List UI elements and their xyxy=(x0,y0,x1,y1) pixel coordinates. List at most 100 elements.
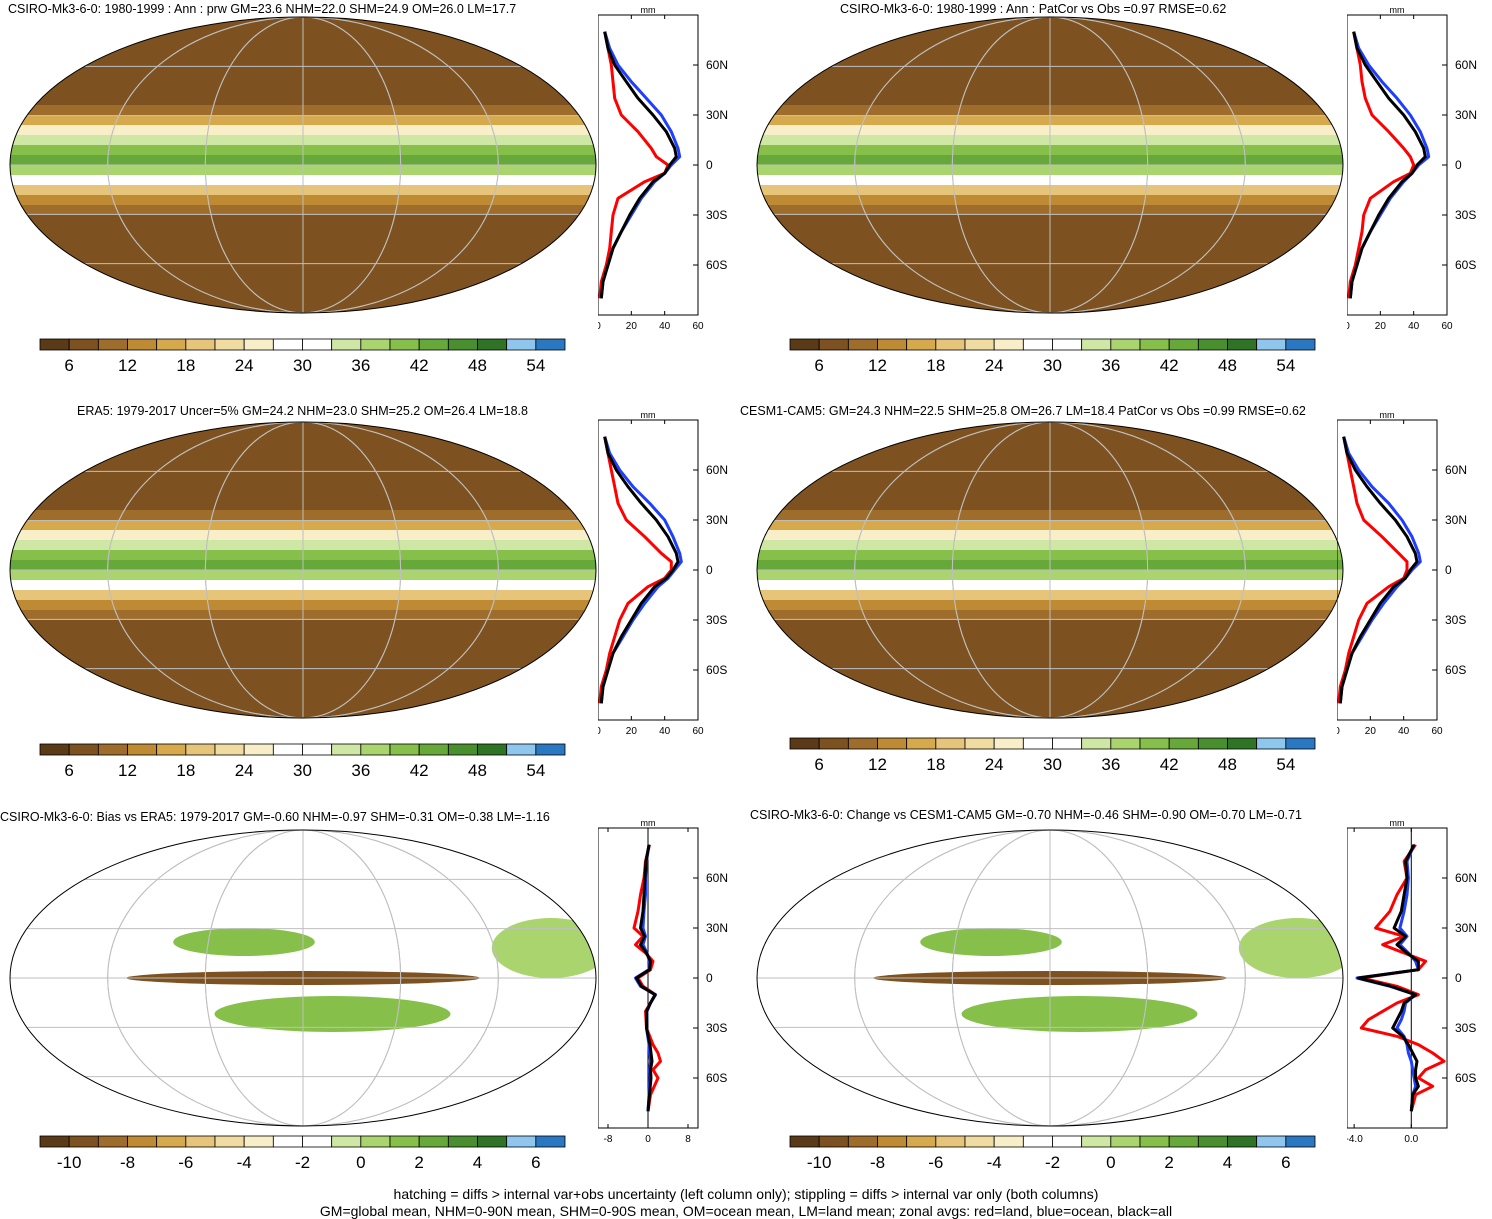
colorbar-swatch xyxy=(418,338,449,351)
colorbar-label: 0 xyxy=(1106,1153,1115,1172)
colorbar-label: 18 xyxy=(926,755,945,774)
x-tick-label: 40 xyxy=(1398,726,1410,737)
zonal-mean-plot: mm 60N 30N 0 30S 60S -4.0 0.0 xyxy=(1347,818,1477,1145)
colorbar-swatch xyxy=(97,338,128,351)
x-tick-label: 0 xyxy=(598,321,601,332)
colorbar-swatch xyxy=(447,743,478,756)
y-tick-label: 60S xyxy=(1455,258,1476,272)
colorbar-swatch xyxy=(156,1135,187,1148)
panel-title: CSIRO-Mk3-6-0: 1980-1999 : Ann : PatCor … xyxy=(840,2,1227,16)
zonal-line-all xyxy=(1338,436,1419,704)
graticule-line xyxy=(107,17,499,313)
map-plot xyxy=(756,421,1344,719)
y-tick-label: 60S xyxy=(1455,1071,1476,1085)
zonal-line-all xyxy=(1348,31,1427,299)
zonal-unit: mm xyxy=(1380,410,1395,420)
x-tick-label: -4.0 xyxy=(1347,1134,1363,1145)
colorbar-label: -8 xyxy=(120,1153,135,1172)
colorbar-swatch xyxy=(302,743,333,756)
colorbar-swatch xyxy=(1110,338,1141,351)
x-tick-label: 40 xyxy=(659,726,671,737)
colorbar-swatch xyxy=(39,743,70,756)
zonal-line-land xyxy=(1347,31,1416,299)
anomaly-patch xyxy=(961,996,1198,1032)
colorbar-swatch xyxy=(477,338,508,351)
colorbar-label: -10 xyxy=(57,1153,82,1172)
x-tick-label: 0 xyxy=(1337,726,1340,737)
colorbar-swatch xyxy=(127,338,158,351)
graticule-line xyxy=(854,17,1246,313)
y-tick-label: 30S xyxy=(1455,1021,1476,1035)
zonal-unit: mm xyxy=(641,410,656,420)
panel-title: ERA5: 1979-2017 Uncer=5% GM=24.2 NHM=23.… xyxy=(77,404,528,418)
colorbar-label: 42 xyxy=(410,761,429,780)
colorbar-swatch xyxy=(1168,338,1199,351)
colorbar-label: 2 xyxy=(414,1153,423,1172)
x-tick-label: 40 xyxy=(1408,321,1420,332)
colorbar-label: 24 xyxy=(235,761,254,780)
colorbar-label: 12 xyxy=(868,356,887,375)
x-tick-label: 40 xyxy=(659,321,671,332)
colorbar-swatch xyxy=(964,338,995,351)
colorbar-swatch xyxy=(389,1135,420,1148)
colorbar-swatch xyxy=(535,338,566,351)
zonal-unit: mm xyxy=(1390,5,1405,15)
zonal-line-all xyxy=(635,844,657,1112)
colorbar-swatch xyxy=(360,1135,391,1148)
anomaly-patch xyxy=(214,996,451,1032)
map-border xyxy=(9,421,597,719)
colorbar-swatch xyxy=(1168,737,1199,750)
colorbar-label: 4 xyxy=(1223,1153,1232,1172)
colorbar-swatch xyxy=(1139,338,1170,351)
zonal-mean-plot: mm 60N 30N 0 30S 60S -8 0 8 xyxy=(598,818,728,1145)
colorbar-swatch xyxy=(964,1135,995,1148)
colorbar-label: 48 xyxy=(468,761,487,780)
y-tick-label: 0 xyxy=(1455,971,1462,985)
colorbar: 612182430364248546066 xyxy=(789,737,1316,774)
colorbar-swatch xyxy=(97,1135,128,1148)
colorbar-swatch xyxy=(331,743,362,756)
colorbar-label: 30 xyxy=(293,761,312,780)
colorbar-swatch xyxy=(68,743,99,756)
colorbar-label: 6 xyxy=(64,761,73,780)
colorbar-swatch xyxy=(1022,1135,1053,1148)
map-plot xyxy=(756,829,1344,1127)
map-border xyxy=(9,16,597,314)
zonal-line-land xyxy=(1359,843,1446,1112)
colorbar-label: -2 xyxy=(295,1153,310,1172)
colorbar: 612182430364248546066 xyxy=(39,743,566,780)
colorbar-swatch xyxy=(156,743,187,756)
colorbar-label: 2 xyxy=(1164,1153,1173,1172)
x-tick-label: 60 xyxy=(692,726,704,737)
colorbar-label: -4 xyxy=(987,1153,1002,1172)
y-tick-label: 60S xyxy=(1445,663,1466,677)
graticule-line xyxy=(204,830,402,1126)
colorbar-swatch xyxy=(68,338,99,351)
colorbar-swatch xyxy=(1081,338,1112,351)
colorbar-swatch xyxy=(1139,1135,1170,1148)
colorbar-swatch xyxy=(272,743,303,756)
colorbar-swatch xyxy=(214,338,245,351)
colorbar-swatch xyxy=(506,743,537,756)
colorbar-swatch xyxy=(1081,1135,1112,1148)
colorbar-swatch xyxy=(993,338,1024,351)
y-tick-label: 60N xyxy=(706,463,728,477)
colorbar-swatch xyxy=(1227,338,1258,351)
graticule-line xyxy=(951,830,1149,1126)
colorbar-label: -10 xyxy=(807,1153,832,1172)
y-tick-label: 30S xyxy=(1455,208,1476,222)
colorbar-swatch xyxy=(935,338,966,351)
colorbar-swatch xyxy=(302,1135,333,1148)
colorbar-swatch xyxy=(418,1135,449,1148)
colorbar-swatch xyxy=(127,743,158,756)
zonal-line-all xyxy=(599,436,680,704)
colorbar-swatch xyxy=(360,743,391,756)
colorbar-swatch xyxy=(272,338,303,351)
colorbar-swatch xyxy=(789,1135,820,1148)
colorbar-label: 42 xyxy=(1160,755,1179,774)
colorbar-label: 0 xyxy=(356,1153,365,1172)
colorbar-swatch xyxy=(185,338,216,351)
colorbar-label: 18 xyxy=(176,761,195,780)
colorbar-label: -2 xyxy=(1045,1153,1060,1172)
panel-title: CSIRO-Mk3-6-0: Bias vs ERA5: 1979-2017 G… xyxy=(0,810,550,824)
